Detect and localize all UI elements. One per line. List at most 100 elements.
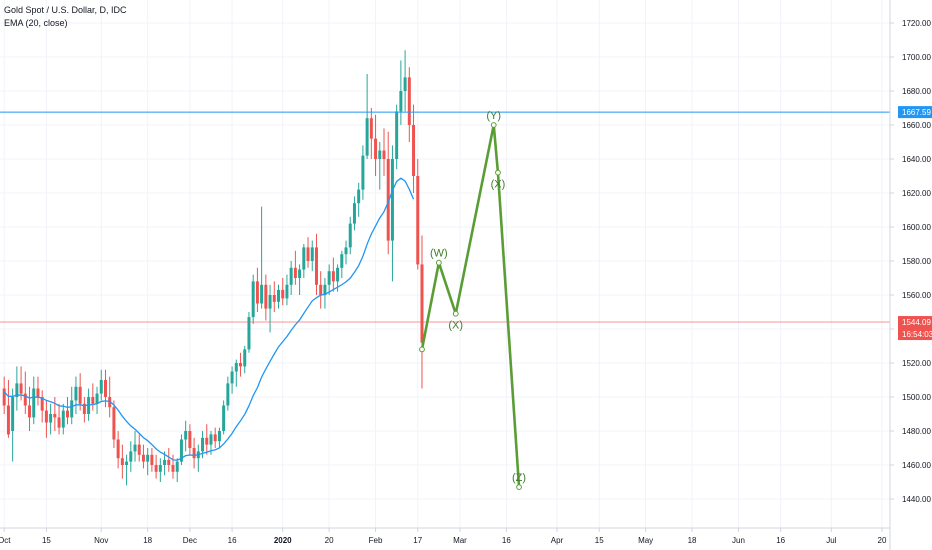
wave-anchor[interactable] xyxy=(516,484,522,491)
time-axis[interactable]: Oct 15 Nov 18 Dec 16 2020 20 Feb 17 Mar 16 Apr 15 May 1… xyxy=(0,527,890,545)
time-tick-label: 15 xyxy=(42,536,51,545)
wave-anchor[interactable] xyxy=(495,169,501,176)
candle-body xyxy=(36,388,40,397)
time-tick-label: 16 xyxy=(228,536,237,545)
candle-body xyxy=(112,407,116,440)
candle-body xyxy=(23,393,27,406)
time-tick-label: Apr xyxy=(551,536,564,545)
wave-label: (X) xyxy=(448,320,463,332)
price-tick-label: 1480.00 xyxy=(902,427,931,436)
candle-body xyxy=(179,439,183,462)
candlestick-series xyxy=(2,50,424,486)
candle-body xyxy=(255,281,259,304)
price-tick-label: 1700.00 xyxy=(902,53,931,62)
wave-path[interactable] xyxy=(420,123,521,488)
candle-body xyxy=(277,289,280,302)
indicator-title[interactable]: EMA (20, close) xyxy=(4,18,68,28)
candle-body xyxy=(192,448,196,459)
wave-label: (W) xyxy=(430,248,448,260)
candle-body xyxy=(70,400,74,418)
candle-body xyxy=(201,437,205,452)
candle-body xyxy=(150,454,154,465)
candle-body xyxy=(416,176,420,265)
candle-body xyxy=(310,247,314,261)
chart-legend: Gold Spot / U.S. Dollar, D, IDC EMA (20,… xyxy=(4,4,127,30)
candle-body xyxy=(306,247,310,261)
candle-body xyxy=(66,410,69,418)
candle-body xyxy=(184,431,188,440)
candle-body xyxy=(53,414,57,418)
time-tick-label: Mar xyxy=(453,536,467,545)
candle-body xyxy=(302,247,306,270)
candle-body xyxy=(314,247,318,285)
candle-body xyxy=(103,380,107,397)
candle-body xyxy=(40,397,44,411)
symbol-title[interactable]: Gold Spot / U.S. Dollar, D, IDC xyxy=(4,5,127,15)
price-axis[interactable]: 1440.001460.001480.001500.001520.001540.… xyxy=(889,0,931,550)
price-tick-label: 1580.00 xyxy=(902,257,931,266)
time-tick-label: Nov xyxy=(94,536,108,545)
time-tick-label: Feb xyxy=(369,536,383,545)
current-price-label: 1544.09 xyxy=(902,318,931,327)
candle-body xyxy=(365,118,369,156)
price-tick-label: 1660.00 xyxy=(902,121,931,130)
candle-body xyxy=(44,410,48,423)
candle-body xyxy=(230,371,234,384)
price-tick-label: 1440.00 xyxy=(902,495,931,504)
candle-body xyxy=(141,454,145,462)
candle-body xyxy=(260,284,264,304)
candle-body xyxy=(137,444,141,455)
elliott-wave-projection[interactable]: (W) (X) (Y) (X) (Z) xyxy=(419,110,526,491)
candle-body xyxy=(57,417,61,428)
candle-body xyxy=(82,403,86,414)
candle-body xyxy=(133,444,137,452)
candle-body xyxy=(348,223,352,248)
candle-body xyxy=(382,150,386,159)
candle-body xyxy=(272,295,276,302)
candle-body xyxy=(116,439,120,459)
candle-body xyxy=(87,397,91,414)
candle-body xyxy=(369,118,373,139)
time-tick-label: 18 xyxy=(143,536,152,545)
candle-body xyxy=(344,247,348,255)
candle-body xyxy=(129,451,133,462)
candle-body xyxy=(19,383,23,394)
candle-body xyxy=(154,465,158,472)
candle-body xyxy=(91,397,95,404)
candle-body xyxy=(217,431,221,442)
candle-body xyxy=(281,289,285,299)
price-tick-label: 1500.00 xyxy=(902,393,931,402)
candle-body xyxy=(61,410,65,428)
candle-body xyxy=(188,431,192,448)
price-tick-label: 1520.00 xyxy=(902,359,931,368)
candle-body xyxy=(78,386,82,404)
time-tick-label: 2020 xyxy=(274,536,292,545)
candle-body xyxy=(264,284,268,309)
time-tick-label: 18 xyxy=(688,536,697,545)
candle-body xyxy=(293,267,297,278)
time-tick-label: Dec xyxy=(183,536,197,545)
candle-body xyxy=(163,459,167,465)
wave-anchor[interactable] xyxy=(490,122,497,128)
wave-anchor[interactable] xyxy=(419,346,425,353)
candle-body xyxy=(32,388,36,418)
candle-body xyxy=(171,465,175,472)
candle-body xyxy=(285,284,289,299)
price-tick-label: 1720.00 xyxy=(902,19,931,28)
candle-body xyxy=(247,317,251,350)
time-tick-label: 15 xyxy=(595,536,604,545)
candle-body xyxy=(120,458,124,465)
time-tick-label: Jul xyxy=(826,536,836,545)
time-tick-label: 20 xyxy=(878,536,887,545)
price-tick-label: 1460.00 xyxy=(902,461,931,470)
candle-body xyxy=(213,434,217,442)
candle-body xyxy=(403,77,407,91)
candle-body xyxy=(390,159,394,241)
price-tick-label: 1560.00 xyxy=(902,291,931,300)
wave-anchor[interactable] xyxy=(452,310,459,317)
price-tags: 1667.59 1544.09 16:54:03 xyxy=(898,106,932,341)
time-tick-label: May xyxy=(638,536,653,545)
wave-anchor[interactable] xyxy=(435,259,442,266)
candle-body xyxy=(243,349,247,367)
